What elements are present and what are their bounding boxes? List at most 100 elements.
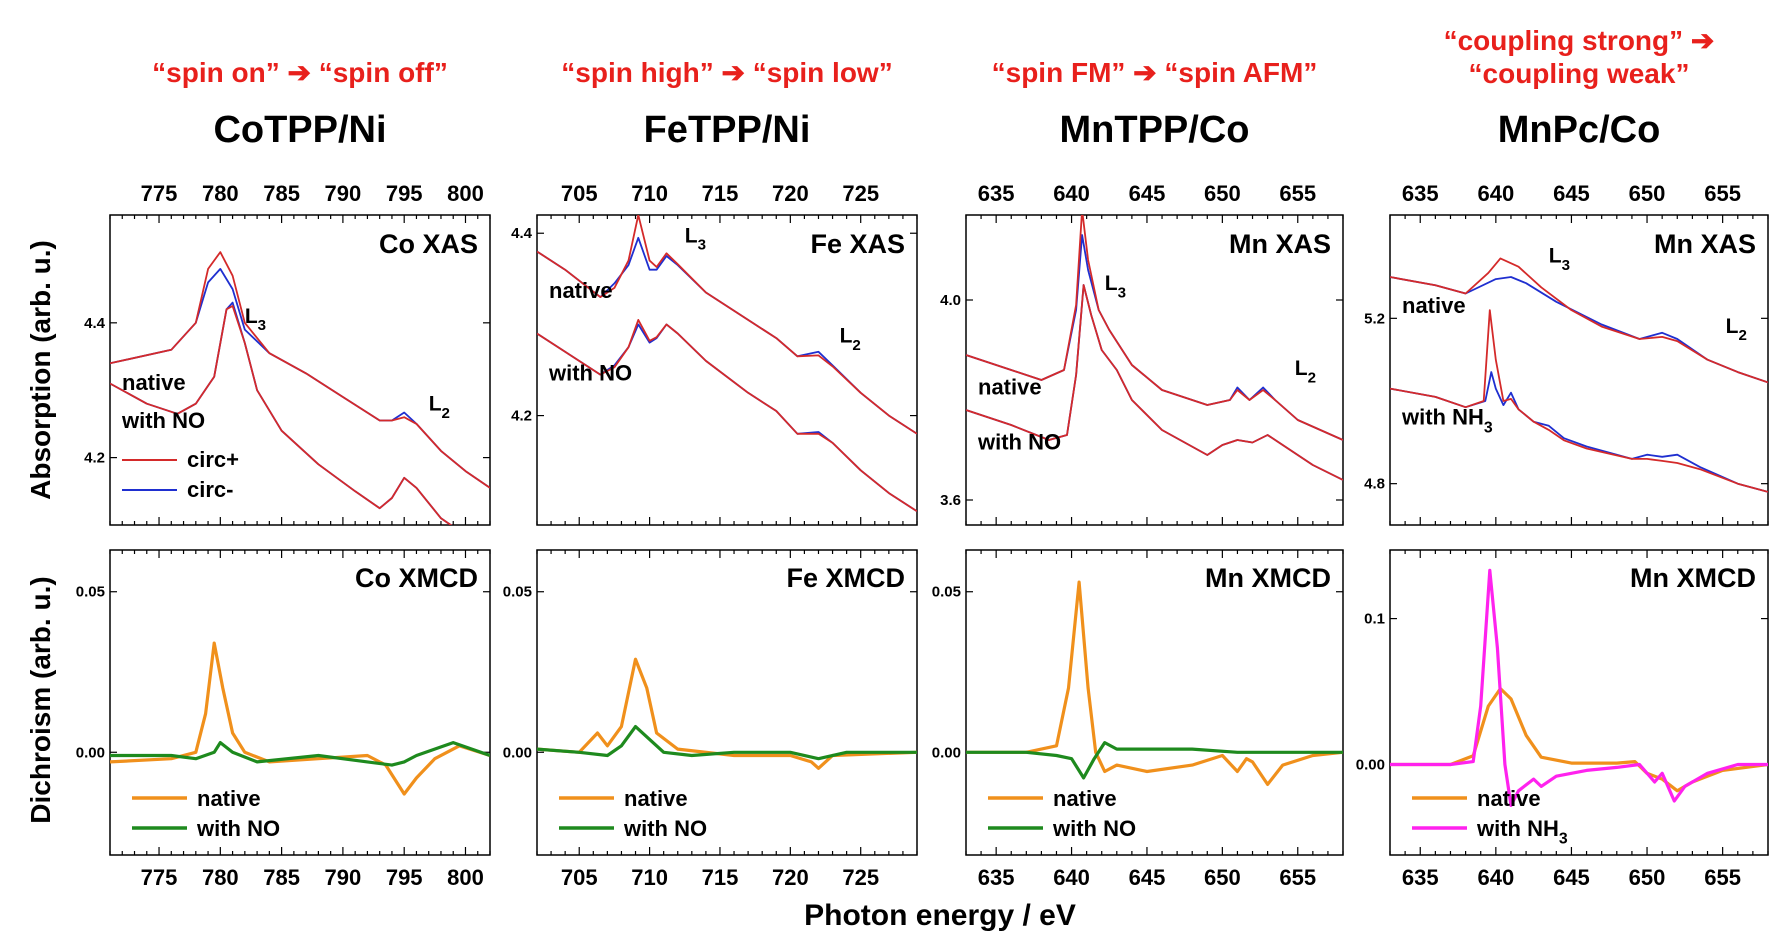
xmcd-y-tick-label: 0.1 — [1364, 611, 1385, 628]
bottom-tick-label-fetpp: 715 — [702, 865, 739, 890]
panel-cotpp: “spin on” ➔ “spin off” CoTPP/Ni 775 780 785 7… — [76, 57, 491, 890]
xmcd-frame-fetpp — [536, 549, 918, 856]
top-tick-label-cotpp: 785 — [263, 181, 300, 206]
legend-label: circ+ — [187, 447, 239, 472]
xas-line-fetpp-0 — [537, 236, 917, 435]
xmcd-line-mnpc-1 — [1390, 568, 1768, 807]
bottom-tick-label-mnpc: 635 — [1402, 865, 1439, 890]
top-tick-label-mntpp: 635 — [978, 181, 1015, 206]
xas-line-mntpp-3 — [966, 284, 1343, 481]
xmcd-legend-label: with NO — [196, 816, 280, 841]
xas-line-mnpc-2 — [1390, 371, 1768, 493]
bottom-tick-label-fetpp: 720 — [772, 865, 809, 890]
bottom-tick-label-mntpp: 635 — [978, 865, 1015, 890]
xmcd-panel-label-mntpp: Mn XMCD — [1205, 563, 1331, 593]
top-tick-label-cotpp: 795 — [386, 181, 423, 206]
bottom-tick-label-cotpp: 800 — [447, 865, 484, 890]
top-tick-label-cotpp: 800 — [447, 181, 484, 206]
title-mntpp: MnTPP/Co — [1060, 109, 1250, 151]
annotation-mnpc-0: “coupling strong” ➔ — [1444, 25, 1715, 56]
xas-line-cotpp-1 — [110, 251, 490, 489]
top-tick-label-fetpp: 720 — [772, 181, 809, 206]
edge-label-l2: L2 — [429, 392, 450, 421]
title-cotpp: CoTPP/Ni — [213, 109, 386, 151]
xmcd-y-tick-label: 0.00 — [1356, 757, 1385, 774]
xmcd-frame-mnpc — [1389, 549, 1769, 856]
bottom-tick-label-cotpp: 775 — [141, 865, 178, 890]
xas-series-label: native — [549, 278, 613, 303]
xas-series-label: native — [1402, 293, 1466, 318]
y-axis-label-absorption: Absorption (arb. u.) — [25, 240, 56, 500]
xmcd-line-mnpc-0 — [1390, 687, 1768, 793]
bottom-tick-label-mnpc: 650 — [1629, 865, 1666, 890]
x-axis-label: Photon energy / eV — [804, 899, 1076, 932]
title-fetpp: FeTPP/Ni — [644, 109, 811, 151]
xmcd-y-tick-label: 0.05 — [503, 584, 532, 601]
annotation-cotpp-0: “spin on” ➔ “spin off” — [152, 57, 448, 88]
bottom-tick-label-cotpp: 780 — [202, 865, 239, 890]
panel-mntpp: “spin FM” ➔ “spin AFM” MnTPP/Co 635 640 645 6… — [932, 57, 1344, 890]
xas-line-mnpc-3 — [1390, 309, 1768, 493]
xmcd-legend-label: with NH3 — [1476, 816, 1568, 848]
xas-frame-mntpp — [965, 214, 1344, 526]
legend-label: circ- — [187, 477, 233, 502]
annotation-fetpp-0: “spin high” ➔ “spin low” — [561, 57, 892, 88]
xmcd-panel-label-cotpp: Co XMCD — [355, 563, 478, 593]
xas-y-tick-label: 4.4 — [511, 225, 533, 242]
xas-panel-label-mntpp: Mn XAS — [1229, 229, 1331, 259]
xas-line-mntpp-1 — [966, 215, 1343, 441]
xas-y-tick-label: 5.2 — [1364, 310, 1385, 327]
xmcd-line-fetpp-0 — [537, 657, 917, 770]
xmcd-y-tick-label: 0.00 — [932, 744, 961, 761]
bottom-tick-label-fetpp: 705 — [561, 865, 598, 890]
xas-series-label: native — [978, 375, 1042, 400]
top-tick-label-cotpp: 790 — [325, 181, 362, 206]
top-tick-label-mnpc: 655 — [1704, 181, 1741, 206]
edge-label-l3: L3 — [1105, 272, 1126, 301]
xmcd-legend-label: native — [197, 786, 261, 811]
y-axis-label-dichroism: Dichroism (arb. u.) — [25, 576, 56, 823]
top-tick-label-cotpp: 775 — [141, 181, 178, 206]
panel-mnpc: “coupling strong” ➔“coupling weak” MnPc/C… — [1356, 25, 1769, 890]
xas-line-cotpp-3 — [110, 305, 453, 525]
bottom-tick-label-mntpp: 645 — [1129, 865, 1166, 890]
bottom-tick-label-cotpp: 795 — [386, 865, 423, 890]
xas-y-tick-label: 4.0 — [940, 292, 961, 309]
bottom-tick-label-mnpc: 655 — [1704, 865, 1741, 890]
xas-series-label: with NO — [548, 360, 632, 385]
bottom-tick-label-fetpp: 725 — [842, 865, 879, 890]
xas-panel-label-mnpc: Mn XAS — [1654, 229, 1756, 259]
xas-y-tick-label: 4.8 — [1364, 476, 1385, 493]
top-tick-label-mntpp: 645 — [1129, 181, 1166, 206]
edge-label-l2: L2 — [840, 325, 861, 354]
xas-panel-label-fetpp: Fe XAS — [810, 229, 905, 259]
xmcd-y-tick-label: 0.05 — [932, 584, 961, 601]
top-tick-label-fetpp: 705 — [561, 181, 598, 206]
top-tick-label-mntpp: 650 — [1204, 181, 1241, 206]
xmcd-line-mntpp-1 — [966, 741, 1343, 780]
top-tick-label-cotpp: 780 — [202, 181, 239, 206]
xas-series-label: with NO — [121, 408, 205, 433]
top-tick-label-mnpc: 650 — [1629, 181, 1666, 206]
bottom-tick-label-mnpc: 640 — [1477, 865, 1514, 890]
xmcd-y-tick-label: 0.00 — [76, 744, 105, 761]
edge-label-l2: L2 — [1726, 315, 1747, 344]
xas-panel-label-cotpp: Co XAS — [379, 229, 478, 259]
xmcd-legend-label: with NO — [623, 816, 707, 841]
top-tick-label-mnpc: 645 — [1553, 181, 1590, 206]
xmcd-line-cotpp-0 — [110, 641, 490, 796]
xas-frame-fetpp — [536, 214, 918, 526]
xmcd-legend-label: with NO — [1052, 816, 1136, 841]
bottom-tick-label-fetpp: 710 — [631, 865, 668, 890]
edge-label-l2: L2 — [1295, 357, 1316, 386]
bottom-tick-label-mntpp: 655 — [1279, 865, 1316, 890]
xas-line-fetpp-3 — [537, 319, 917, 513]
xmcd-line-fetpp-1 — [537, 725, 917, 761]
xmcd-y-tick-label: 0.05 — [76, 584, 105, 601]
xmcd-line-mntpp-0 — [966, 580, 1343, 786]
xmcd-legend-label: native — [1053, 786, 1117, 811]
bottom-tick-label-mnpc: 645 — [1553, 865, 1590, 890]
xas-frame-mnpc — [1389, 214, 1769, 526]
top-tick-label-mntpp: 640 — [1053, 181, 1090, 206]
